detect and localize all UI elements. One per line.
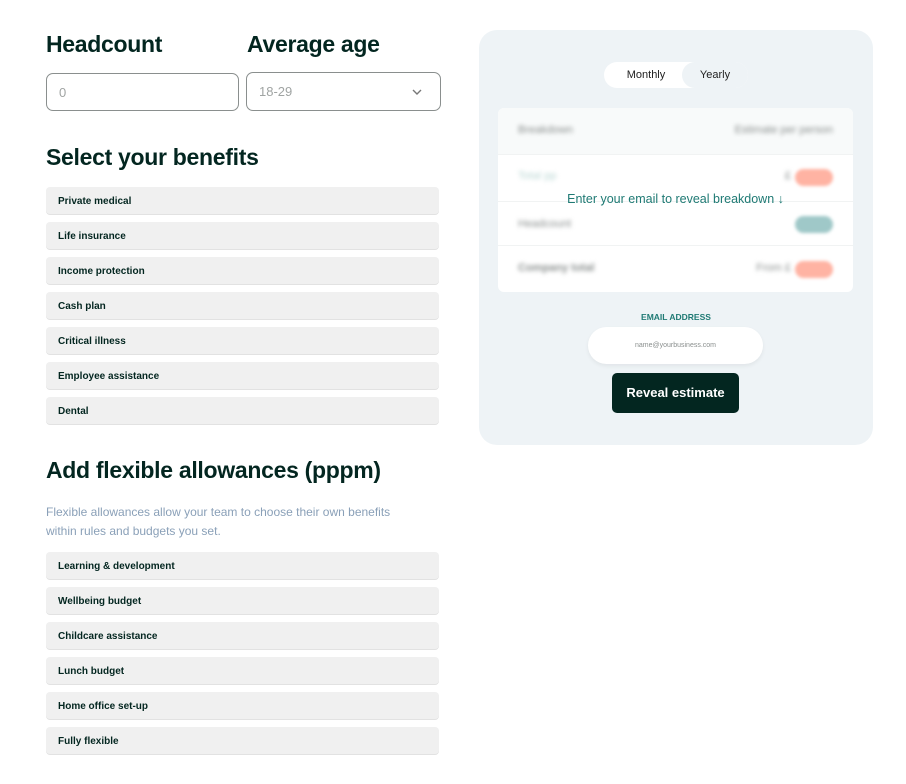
reveal-estimate-button[interactable]: Reveal estimate — [612, 373, 739, 413]
row-label: Total pp — [518, 170, 557, 182]
allowance-option[interactable]: Learning & development — [46, 552, 439, 579]
allowance-option[interactable]: Fully flexible — [46, 727, 439, 754]
benefit-option[interactable]: Private medical — [46, 187, 439, 214]
benefit-option[interactable]: Income protection — [46, 257, 439, 284]
breakdown-card: Breakdown Estimate per person Total pp £… — [498, 108, 853, 292]
average-age-select[interactable]: 18-29 — [246, 72, 441, 111]
allowances-title: Add flexible allowances (pppm) — [46, 457, 381, 483]
benefit-option[interactable]: Cash plan — [46, 292, 439, 319]
row-prefix: £ — [784, 170, 791, 182]
benefit-option[interactable]: Critical illness — [46, 327, 439, 354]
toggle-yearly[interactable]: Yearly — [682, 62, 748, 88]
toggle-monthly[interactable]: Monthly — [626, 69, 666, 81]
reveal-hint: Enter your email to reveal breakdown ↓ — [567, 192, 784, 206]
email-label: EMAIL ADDRESS — [641, 312, 711, 322]
description-line: Flexible allowances allow your team to c… — [46, 505, 391, 519]
breakdown-row: Total pp £ — [498, 155, 853, 202]
benefits-title: Select your benefits — [46, 144, 259, 170]
breakdown-row: Headcount — [498, 202, 853, 246]
blurred-value — [795, 216, 833, 233]
benefit-option[interactable]: Dental — [46, 397, 439, 424]
headcount-label: Headcount — [46, 31, 163, 57]
email-input[interactable]: name@yourbusiness.com — [588, 327, 763, 364]
period-toggle[interactable]: Monthly Yearly — [604, 62, 748, 88]
headcount-input[interactable]: 0 — [46, 73, 239, 111]
chevron-down-icon — [412, 89, 422, 95]
allowance-option[interactable]: Childcare assistance — [46, 622, 439, 649]
benefit-option[interactable]: Employee assistance — [46, 362, 439, 389]
blurred-value — [795, 169, 833, 186]
row-label: Company total — [518, 262, 595, 274]
row-label: Headcount — [518, 218, 572, 230]
benefit-option[interactable]: Life insurance — [46, 222, 439, 249]
average-age-value: 18-29 — [259, 84, 293, 99]
row-prefix: From £ — [756, 262, 791, 274]
average-age-label: Average age — [247, 31, 380, 57]
allowances-description: Flexible allowances allow your team to c… — [46, 503, 390, 541]
breakdown-row: Company total From £ — [498, 246, 853, 292]
allowance-option[interactable]: Wellbeing budget — [46, 587, 439, 614]
col-estimate: Estimate per person — [734, 124, 833, 136]
allowance-option[interactable]: Lunch budget — [46, 657, 439, 684]
col-breakdown: Breakdown — [518, 124, 574, 136]
description-line: within rules and budgets you set. — [46, 524, 221, 538]
allowance-option[interactable]: Home office set-up — [46, 692, 439, 719]
blurred-value — [795, 261, 833, 278]
